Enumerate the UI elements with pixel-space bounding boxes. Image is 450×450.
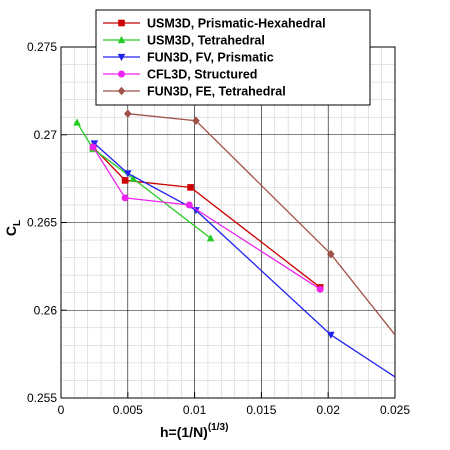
x-tick-label: 0.01 <box>183 403 207 417</box>
series-line <box>76 122 212 239</box>
data-point <box>192 116 200 126</box>
data-point <box>192 207 200 215</box>
x-axis-title-superscript: (1/3) <box>208 422 229 433</box>
y-tick-label: 0.255 <box>27 391 57 405</box>
legend-item: USM3D, Prismatic-Hexahedral <box>103 17 326 31</box>
legend-swatch-marker <box>117 86 126 96</box>
legend-box <box>95 9 371 106</box>
y-tick-label: 0.275 <box>27 40 57 54</box>
series-line <box>127 113 395 336</box>
legend-label: USM3D, Tetrahedral <box>147 34 265 48</box>
y-tick-label: 0.26 <box>34 303 58 317</box>
series-4 <box>89 143 324 293</box>
legend: USM3D, Prismatic-Hexahedral USM3D, Tetrah… <box>95 9 371 106</box>
data-point <box>206 234 215 242</box>
legend-label: CFL3D, Structured <box>147 68 257 82</box>
data-point <box>327 331 335 339</box>
y-axis-title: CL <box>3 220 23 236</box>
legend-items: USM3D, Prismatic-Hexahedral USM3D, Tetrah… <box>103 17 326 99</box>
x-tick-label: 0 <box>58 403 65 417</box>
data-point <box>124 109 132 118</box>
series-2 <box>73 118 215 242</box>
x-tick-label: 0.005 <box>113 403 143 417</box>
y-axis-title-subscript: L <box>12 220 23 226</box>
axis-ticks <box>60 46 396 399</box>
data-point <box>121 177 129 184</box>
series-line <box>92 146 321 290</box>
x-tick-label: 0.015 <box>246 403 276 417</box>
legend-item: USM3D, Tetrahedral <box>103 34 265 48</box>
legend-label: FUN3D, FE, Tetrahedral <box>147 85 286 99</box>
data-point <box>89 143 97 151</box>
data-point <box>327 249 335 259</box>
y-tick-label: 0.265 <box>27 216 57 230</box>
x-axis-title: h=(1/N)(1/3) <box>160 422 228 440</box>
x-tick-labels: 0 0.005 0.01 0.015 0.02 0.025 <box>58 403 411 417</box>
x-tick-label: 0.02 <box>317 403 341 417</box>
data-point <box>187 184 194 191</box>
data-point <box>129 174 137 182</box>
x-axis-title-base: h=(1/N) <box>160 424 208 440</box>
data-point <box>185 201 193 209</box>
data-point <box>73 118 81 126</box>
legend-label: USM3D, Prismatic-Hexahedral <box>147 17 326 31</box>
legend-swatch-marker <box>117 53 126 62</box>
legend-item: FUN3D, FV, Prismatic <box>103 51 274 65</box>
legend-swatch-marker <box>118 19 125 27</box>
legend-swatch-marker <box>117 35 126 44</box>
series-line <box>93 143 395 378</box>
legend-swatch-marker <box>118 70 125 78</box>
series-line <box>92 146 321 288</box>
y-tick-labels: 0.255 0.26 0.265 0.27 0.275 <box>27 40 57 405</box>
series-3 <box>90 140 395 378</box>
data-point <box>316 285 324 293</box>
legend-item: FUN3D, FE, Tetrahedral <box>103 85 286 99</box>
data-point <box>121 194 129 202</box>
legend-label: FUN3D, FV, Prismatic <box>147 51 274 65</box>
x-tick-label: 0.025 <box>380 403 410 417</box>
data-point <box>124 170 132 178</box>
y-tick-label: 0.27 <box>34 128 58 142</box>
series-5 <box>124 109 395 336</box>
legend-item: CFL3D, Structured <box>103 68 257 82</box>
y-axis-title-base: C <box>3 226 19 236</box>
series-layer <box>73 109 395 378</box>
